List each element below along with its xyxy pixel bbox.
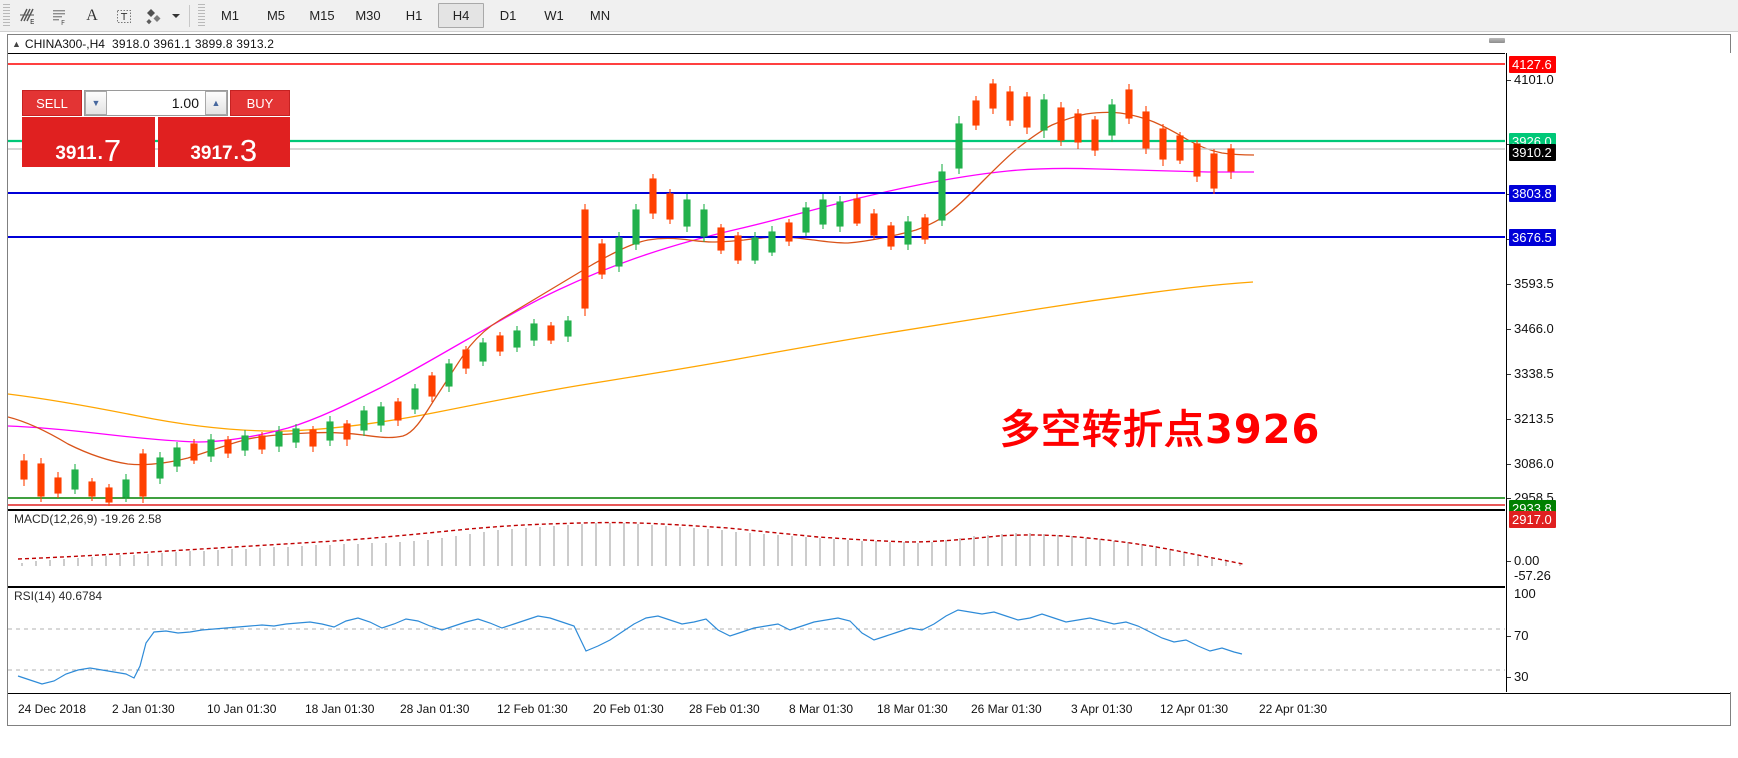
time-tick-11: 3 Apr 01:30 [1071, 702, 1133, 716]
buy-price-decimal: 3 [239, 132, 258, 168]
symbol-info-bar: ▲ CHINA300-,H4 3918.0 3961.1 3899.8 3913… [8, 35, 1730, 52]
time-scale[interactable]: 24 Dec 2018 2 Jan 01:30 10 Jan 01:30 18 … [8, 693, 1730, 725]
price-scale[interactable]: 4101.0 3973.5 3846.0 3721.0 3593.5 3466.… [1506, 53, 1731, 692]
time-tick-13: 22 Apr 01:30 [1259, 702, 1328, 716]
rsi-chart-svg [8, 609, 1505, 685]
timeframe-m15[interactable]: M15 [309, 8, 335, 23]
timeframe-m30[interactable]: M30 [355, 8, 381, 23]
svg-text:F: F [61, 19, 65, 26]
grid-icon[interactable]: F [44, 2, 76, 30]
rsi-pane[interactable]: RSI(14) 40.6784 [8, 586, 1505, 692]
objects-icon[interactable] [140, 2, 172, 30]
buy-price-separator: . [233, 143, 239, 164]
price-tick-4101: 4101.0 [1514, 72, 1554, 87]
sell-price-separator: . [97, 143, 103, 164]
price-tag-ask: 2917.0 [1509, 511, 1556, 528]
macd-tick-zero: 0.00 [1514, 553, 1540, 568]
macd-chart-svg [17, 521, 1244, 566]
toolbar-grip[interactable] [3, 3, 10, 28]
time-tick-4: 28 Jan 01:30 [400, 702, 470, 716]
candlestick-series [20, 79, 1235, 506]
one-click-trading-panel[interactable]: SELL ▼ 1.00 ▲ BUY 3911 . 7 3917 . 3 [22, 90, 290, 168]
symbol-name: CHINA300-,H4 [24, 36, 105, 51]
rsi-label: RSI(14) 40.6784 [14, 589, 103, 603]
time-tick-0: 24 Dec 2018 [18, 702, 87, 716]
sell-price-decimal: 7 [103, 132, 122, 168]
timeframe-h4[interactable]: H4 [438, 3, 484, 28]
buy-price-integer: 3917 [190, 143, 233, 164]
sell-price-quote[interactable]: 3911 . 7 [22, 117, 155, 167]
chart-scroll-handle[interactable] [1489, 38, 1505, 43]
price-tick-3086: 3086.0 [1514, 456, 1554, 471]
timeframe-m1[interactable]: M1 [220, 8, 240, 23]
rsi-line [17, 609, 1243, 685]
price-tick-3593: 3593.5 [1514, 276, 1554, 291]
price-tag-resistance: 4127.6 [1509, 56, 1556, 73]
svg-text:E: E [30, 18, 34, 26]
time-tick-7: 28 Feb 01:30 [689, 702, 760, 716]
text-label-icon[interactable]: T [108, 2, 140, 30]
price-tick-3213: 3213.5 [1514, 411, 1554, 426]
collapse-icon[interactable]: ▲ [12, 38, 21, 49]
volume-field[interactable]: ▼ 1.00 ▲ [84, 90, 228, 116]
time-tick-5: 12 Feb 01:30 [497, 702, 568, 716]
rsi-tick-100: 100 [1514, 586, 1536, 601]
timeframe-m5[interactable]: M5 [266, 8, 286, 23]
timeframe-toolbar-grip[interactable] [198, 3, 205, 28]
volume-increment-button[interactable]: ▲ [205, 91, 227, 115]
timeframe-mn[interactable]: MN [589, 8, 611, 23]
time-tick-2: 10 Jan 01:30 [207, 702, 277, 716]
price-tick-3338: 3338.5 [1514, 366, 1554, 381]
chart-window[interactable]: ▲ CHINA300-,H4 3918.0 3961.1 3899.8 3913… [7, 34, 1731, 726]
rsi-tick-30: 30 [1514, 669, 1529, 684]
symbol-ohlc: 3918.0 3961.1 3899.8 3913.2 [111, 36, 275, 51]
time-tick-8: 8 Mar 01:30 [789, 702, 854, 716]
volume-value[interactable]: 1.00 [171, 95, 199, 111]
macd-label: MACD(12,26,9) -19.26 2.58 [14, 512, 162, 526]
time-tick-9: 18 Mar 01:30 [877, 702, 948, 716]
buy-button[interactable]: BUY [230, 90, 290, 116]
timeframe-d1[interactable]: D1 [499, 8, 517, 23]
macd-pane[interactable]: MACD(12,26,9) -19.26 2.58 [8, 509, 1505, 584]
price-tag-last: 3910.2 [1509, 144, 1556, 161]
chart-annotation-text[interactable]: 多空转折点3926 [1000, 407, 1321, 453]
timeframe-h1[interactable]: H1 [405, 8, 423, 23]
chevron-down-icon[interactable] [168, 2, 184, 30]
price-tag-support-lower: 3676.5 [1509, 229, 1556, 246]
main-toolbar: E F A T M1 [0, 0, 1738, 32]
toolbar-separator [189, 4, 190, 27]
time-tick-1: 2 Jan 01:30 [112, 702, 175, 716]
time-tick-6: 20 Feb 01:30 [593, 702, 664, 716]
time-tick-12: 12 Apr 01:30 [1160, 702, 1229, 716]
time-tick-10: 26 Mar 01:30 [971, 702, 1042, 716]
volume-decrement-button[interactable]: ▼ [85, 91, 107, 115]
price-tag-support-upper: 3803.8 [1509, 185, 1556, 202]
ma-slow-line [8, 281, 1254, 432]
text-tool-icon[interactable]: A [86, 6, 98, 24]
sell-button[interactable]: SELL [22, 90, 82, 116]
svg-text:T: T [120, 12, 128, 23]
price-tick-3466: 3466.0 [1514, 321, 1554, 336]
rsi-tick-70: 70 [1514, 628, 1529, 643]
macd-signal-line [17, 521, 1244, 565]
time-tick-3: 18 Jan 01:30 [305, 702, 375, 716]
macd-tick-min: -57.26 [1514, 568, 1551, 583]
indicators-icon[interactable]: E [12, 2, 44, 30]
sell-price-integer: 3911 [55, 143, 97, 164]
timeframe-w1[interactable]: W1 [544, 8, 564, 23]
macd-histogram [21, 523, 1241, 566]
buy-price-quote[interactable]: 3917 . 3 [157, 117, 290, 168]
